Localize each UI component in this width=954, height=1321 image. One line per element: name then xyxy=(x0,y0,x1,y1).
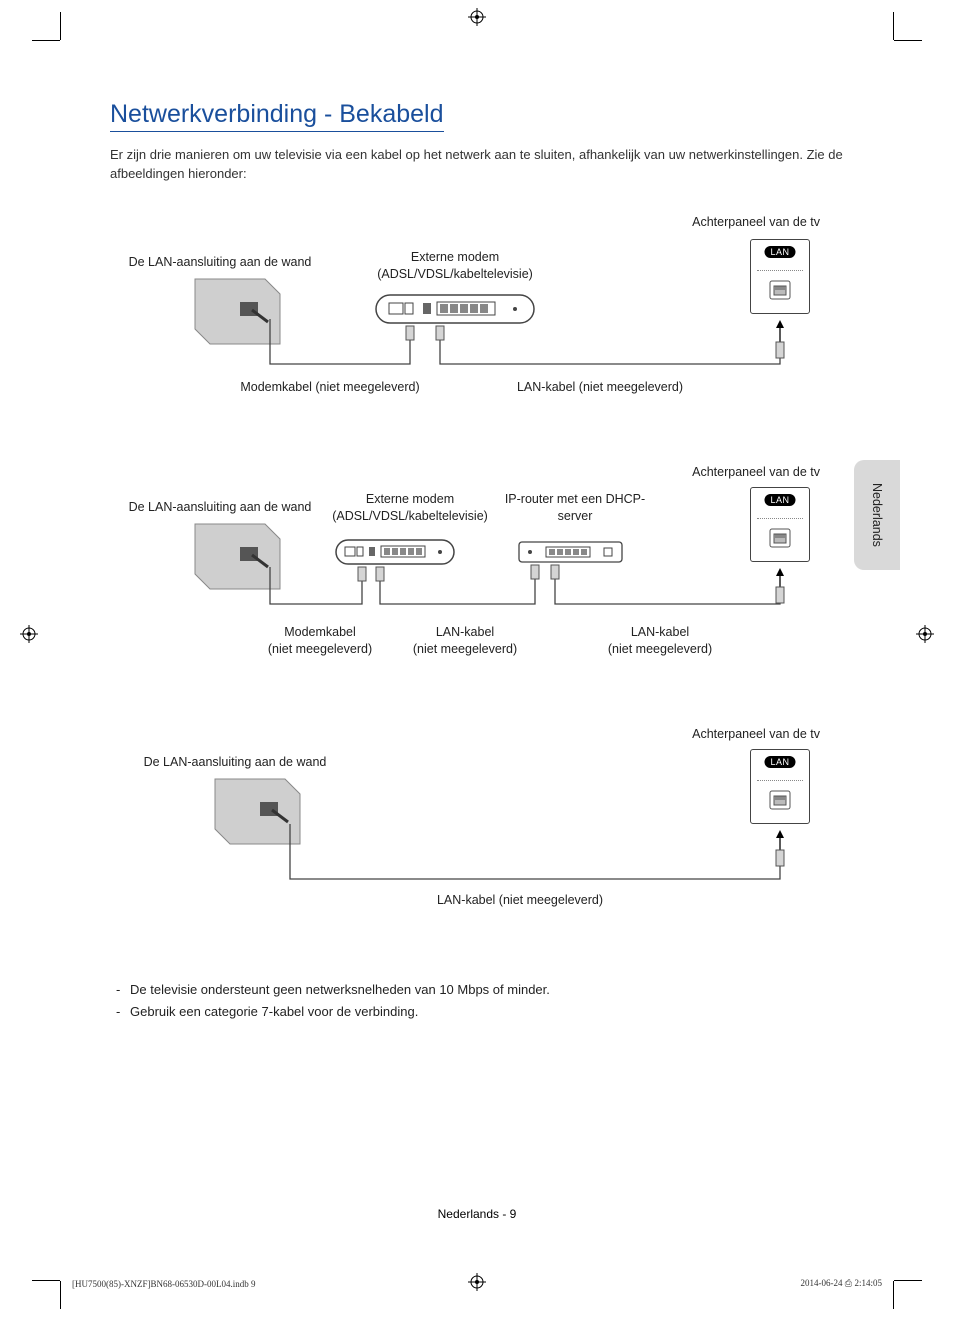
cable-label: LAN-kabel xyxy=(436,625,494,639)
router-icon xyxy=(518,541,623,567)
cable-label: LAN-kabel xyxy=(631,625,689,639)
wall-socket-icon xyxy=(210,774,305,849)
note-item: Gebruik een categorie 7-kabel voor de ve… xyxy=(110,1001,870,1023)
modem-icon xyxy=(375,294,535,324)
wall-socket-label: De LAN-aansluiting aan de wand xyxy=(130,754,340,771)
notes-list: De televisie ondersteunt geen netwerksne… xyxy=(110,979,870,1023)
lan-badge: LAN xyxy=(764,494,795,506)
modem-title: Externe modem xyxy=(366,492,454,506)
registration-mark-icon xyxy=(916,625,934,643)
modem-title: Externe modem xyxy=(411,250,499,264)
page-content: Netwerkverbinding - Bekabeld Er zijn dri… xyxy=(110,100,870,1023)
ethernet-port-icon xyxy=(769,280,791,300)
crop-mark xyxy=(893,12,894,40)
language-tab-label: Nederlands xyxy=(870,483,884,547)
tv-lan-panel: LAN xyxy=(750,749,810,824)
wall-socket-label: De LAN-aansluiting aan de wand xyxy=(115,254,325,271)
page-number: Nederlands - 9 xyxy=(438,1207,517,1221)
intro-text: Er zijn drie manieren om uw televisie vi… xyxy=(110,146,870,184)
lan-badge: LAN xyxy=(764,756,795,768)
language-tab: Nederlands xyxy=(854,460,900,570)
registration-mark-icon xyxy=(468,1273,486,1291)
tv-lan-panel: LAN xyxy=(750,239,810,314)
crop-mark xyxy=(893,1281,894,1309)
wall-socket-icon xyxy=(190,274,285,349)
modem-subtitle: (ADSL/VDSL/kabeltelevisie) xyxy=(377,267,533,281)
wall-socket-icon xyxy=(190,519,285,594)
cable-label-1: Modemkabel (niet meegeleverd) xyxy=(230,379,430,396)
tv-back-label: Achterpaneel van de tv xyxy=(692,214,820,231)
ethernet-port-icon xyxy=(769,790,791,810)
wall-socket-label: De LAN-aansluiting aan de wand xyxy=(115,499,325,516)
cable-label-sub: (niet meegeleverd) xyxy=(268,642,372,656)
diagram-2: Achterpaneel van de tv De LAN-aansluitin… xyxy=(110,469,830,679)
cable-label: Modemkabel xyxy=(284,625,356,639)
crop-mark xyxy=(894,40,922,41)
modem-icon xyxy=(335,539,455,569)
note-item: De televisie ondersteunt geen netwerksne… xyxy=(110,979,870,1001)
tv-back-label: Achterpaneel van de tv xyxy=(692,464,820,481)
tv-lan-panel: LAN xyxy=(750,487,810,562)
cable-label-sub: (niet meegeleverd) xyxy=(608,642,712,656)
crop-mark xyxy=(60,1281,61,1309)
crop-mark xyxy=(32,1280,60,1281)
crop-mark xyxy=(32,40,60,41)
router-label: IP-router met een DHCP-server xyxy=(500,491,650,525)
crop-mark xyxy=(894,1280,922,1281)
crop-mark xyxy=(60,12,61,40)
lan-badge: LAN xyxy=(764,246,795,258)
cable-label-2: LAN-kabel (niet meegeleverd) xyxy=(500,379,700,396)
footer-timestamp: 2014-06-24 ⎙ 2:14:05 xyxy=(801,1278,882,1289)
footer-file-info: [HU7500(85)-XNZF]BN68-06530D-00L04.indb … xyxy=(72,1279,255,1289)
registration-mark-icon xyxy=(20,625,38,643)
diagram-3: Achterpaneel van de tv De LAN-aansluitin… xyxy=(110,734,830,924)
registration-mark-icon xyxy=(468,8,486,26)
cable-label: LAN-kabel (niet meegeleverd) xyxy=(410,892,630,909)
cable-label-sub: (niet meegeleverd) xyxy=(413,642,517,656)
page-title: Netwerkverbinding - Bekabeld xyxy=(110,100,444,132)
ethernet-port-icon xyxy=(769,528,791,548)
tv-back-label: Achterpaneel van de tv xyxy=(692,726,820,743)
diagram-1: Achterpaneel van de tv De LAN-aansluitin… xyxy=(110,214,830,414)
modem-subtitle: (ADSL/VDSL/kabeltelevisie) xyxy=(332,509,488,523)
